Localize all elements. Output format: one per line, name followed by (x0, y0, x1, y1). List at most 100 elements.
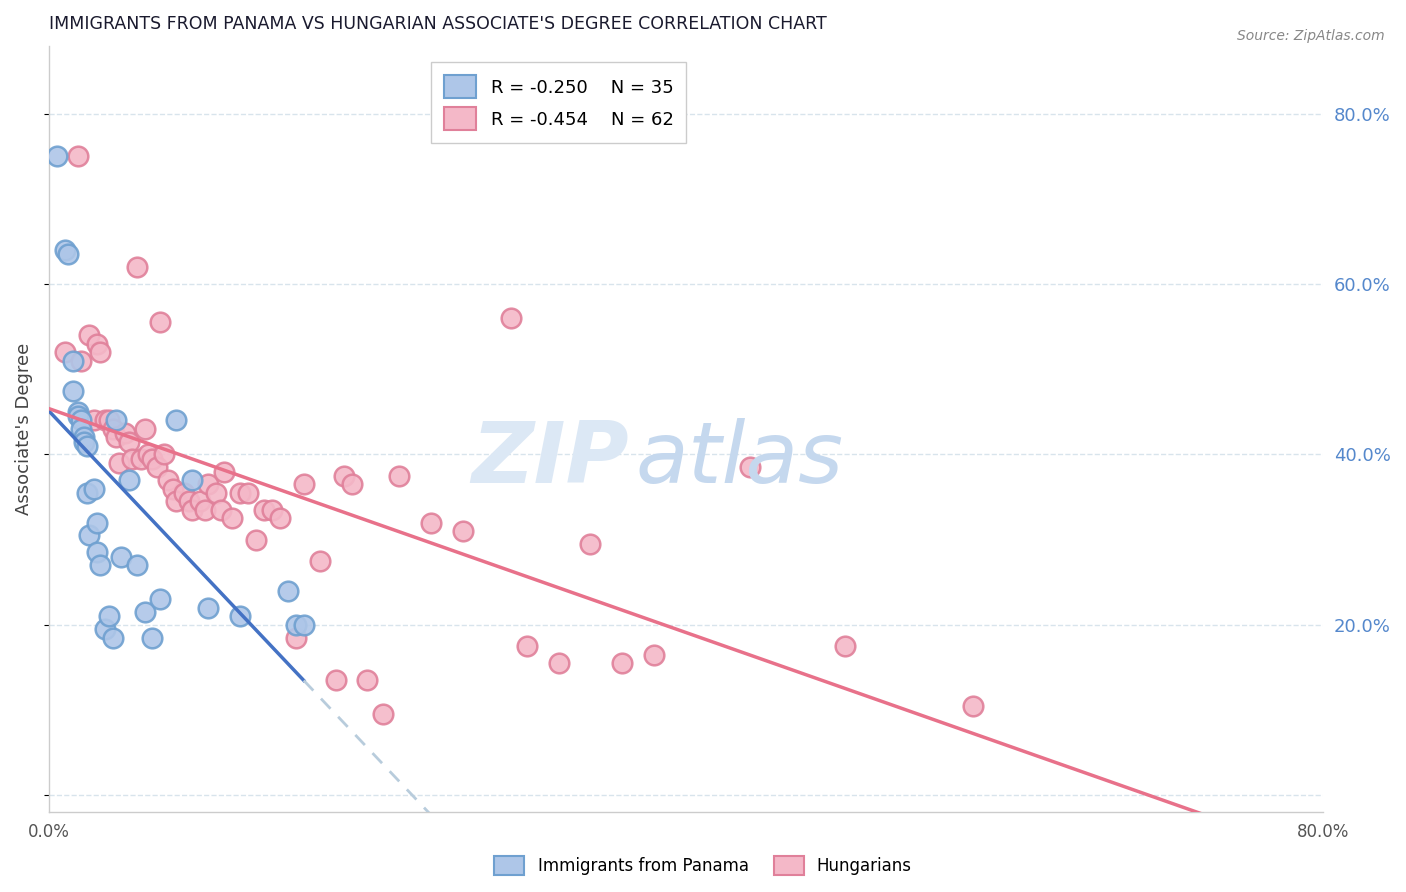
Point (117, 434, 139, 449)
Point (209, 503, 232, 517)
Point (269, 511, 291, 525)
Point (451, 524, 474, 538)
Point (162, 482, 184, 496)
Point (229, 609, 252, 624)
Point (205, 485, 228, 500)
Point (141, 631, 163, 645)
Point (114, 426, 136, 441)
Point (53, 243, 76, 257)
Point (197, 477, 219, 491)
Point (260, 503, 283, 517)
Point (834, 639, 856, 653)
Point (373, 707, 395, 722)
Point (197, 600, 219, 615)
Point (547, 656, 569, 670)
Point (149, 316, 172, 330)
Point (157, 473, 180, 487)
Point (104, 413, 127, 427)
Point (245, 533, 267, 547)
Point (131, 451, 153, 466)
Y-axis label: Associate's Degree: Associate's Degree (15, 343, 32, 515)
Point (134, 605, 156, 619)
Point (236, 485, 259, 500)
Point (146, 460, 169, 475)
Point (117, 473, 139, 487)
Point (149, 592, 172, 607)
Point (101, 422, 124, 436)
Point (93, 413, 115, 427)
Point (516, 639, 538, 653)
Point (86, 336, 108, 351)
Legend: R = -0.250    N = 35, R = -0.454    N = 62: R = -0.250 N = 35, R = -0.454 N = 62 (432, 62, 686, 143)
Point (98, 413, 121, 427)
Point (388, 468, 411, 483)
Point (101, 631, 124, 645)
Point (579, 537, 602, 551)
Point (77, 528, 100, 542)
Point (73, 430, 96, 444)
Point (612, 656, 634, 670)
Point (292, 617, 315, 632)
Point (738, 460, 761, 475)
Point (356, 673, 378, 688)
Point (125, 260, 148, 274)
Point (181, 473, 204, 487)
Text: ZIP: ZIP (471, 418, 628, 501)
Point (86, 545, 108, 559)
Text: atlas: atlas (636, 418, 844, 501)
Point (62, 384, 84, 398)
Point (76, 485, 98, 500)
Point (292, 477, 315, 491)
Point (643, 648, 665, 662)
Point (53, 345, 76, 359)
Point (125, 558, 148, 573)
Point (165, 413, 187, 427)
Point (134, 422, 156, 436)
Point (56, 247, 79, 261)
Point (83, 413, 105, 427)
Point (308, 554, 330, 568)
Point (62, 353, 84, 368)
Point (165, 494, 187, 508)
Point (332, 468, 354, 483)
Point (98, 609, 121, 624)
Point (83, 482, 105, 496)
Point (69, 413, 91, 427)
Point (284, 617, 307, 632)
Point (66, 149, 89, 163)
Point (69, 353, 91, 368)
Point (66, 409, 89, 424)
Point (325, 673, 347, 688)
Point (194, 503, 217, 517)
Point (340, 477, 363, 491)
Text: Source: ZipAtlas.com: Source: ZipAtlas.com (1237, 29, 1385, 43)
Point (104, 430, 127, 444)
Point (152, 448, 174, 462)
Point (76, 439, 98, 453)
Point (284, 631, 307, 645)
Point (45, 149, 67, 163)
Point (121, 451, 143, 466)
Point (188, 494, 211, 508)
Point (110, 549, 132, 564)
Point (173, 485, 195, 500)
Point (179, 494, 201, 508)
Point (108, 456, 131, 470)
Point (86, 516, 108, 530)
Point (77, 328, 100, 343)
Point (136, 448, 159, 462)
Point (89, 345, 111, 359)
Point (73, 434, 96, 449)
Point (499, 311, 522, 326)
Point (89, 558, 111, 573)
Point (277, 583, 299, 598)
Point (962, 698, 984, 713)
Point (69, 422, 91, 436)
Point (253, 503, 276, 517)
Point (181, 503, 204, 517)
Point (66, 405, 89, 419)
Point (141, 451, 163, 466)
Point (221, 511, 243, 525)
Text: IMMIGRANTS FROM PANAMA VS HUNGARIAN ASSOCIATE'S DEGREE CORRELATION CHART: IMMIGRANTS FROM PANAMA VS HUNGARIAN ASSO… (49, 15, 827, 33)
Point (93, 622, 115, 636)
